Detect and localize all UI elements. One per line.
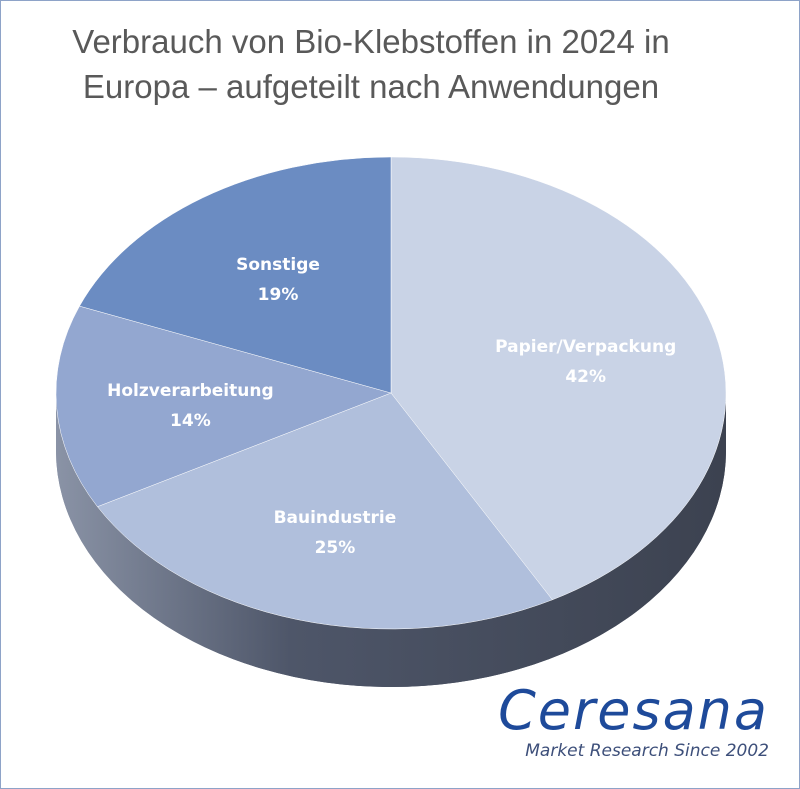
logo-name: Ceresana bbox=[498, 679, 769, 742]
pie-slice-bauindustrie bbox=[97, 392, 553, 630]
pie-slice-holzverarbeitung bbox=[55, 305, 392, 507]
pie-slice-papier-verpackung bbox=[390, 156, 727, 601]
slice-value-label: 42% bbox=[565, 367, 606, 387]
slice-label: Bauindustrie bbox=[274, 508, 397, 528]
slice-value-label: 14% bbox=[170, 411, 211, 431]
slice-label: Holzverarbeitung bbox=[107, 381, 274, 401]
slice-label: Papier/Verpackung bbox=[495, 337, 676, 357]
pie-slice-sonstige bbox=[79, 156, 392, 394]
chart-title: Verbrauch von Bio-Klebstoffen in 2024 in… bbox=[72, 23, 670, 105]
slice-label: Sonstige bbox=[236, 255, 320, 275]
slice-value-label: 19% bbox=[258, 285, 299, 305]
logo-tagline: Market Research Since 2002 bbox=[525, 741, 769, 761]
ceresana-logo: Ceresana Market Research Since 2002 bbox=[498, 679, 769, 762]
slice-value-label: 25% bbox=[315, 538, 356, 558]
